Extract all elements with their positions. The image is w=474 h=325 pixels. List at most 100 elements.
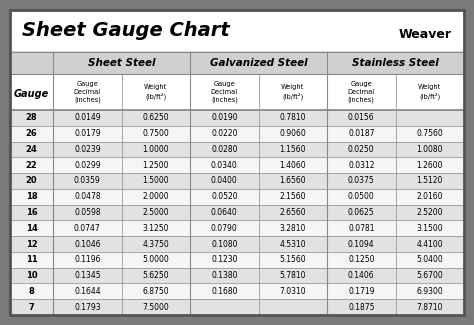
Text: 4.3750: 4.3750 [143, 240, 169, 249]
Text: 5.7810: 5.7810 [280, 271, 306, 280]
Text: 11: 11 [26, 255, 37, 264]
Text: 0.0520: 0.0520 [211, 192, 237, 201]
Text: 1.2500: 1.2500 [143, 161, 169, 170]
Text: 0.0478: 0.0478 [74, 192, 100, 201]
Text: Gauge
Decimal
(inches): Gauge Decimal (inches) [348, 81, 375, 103]
Text: 5.6700: 5.6700 [416, 271, 443, 280]
Text: 0.0179: 0.0179 [74, 129, 100, 138]
Text: 0.7560: 0.7560 [416, 129, 443, 138]
Text: 0.1406: 0.1406 [348, 271, 374, 280]
Text: 0.0747: 0.0747 [74, 224, 101, 233]
Text: 2.5200: 2.5200 [417, 208, 443, 217]
Text: 8: 8 [29, 287, 35, 296]
Text: 10: 10 [26, 271, 37, 280]
Text: 3.1500: 3.1500 [417, 224, 443, 233]
Text: 2.1560: 2.1560 [280, 192, 306, 201]
Text: 0.0280: 0.0280 [211, 145, 237, 154]
Text: 0.0299: 0.0299 [74, 161, 100, 170]
Text: 3.1250: 3.1250 [143, 224, 169, 233]
Bar [10, 268, 464, 283]
Text: Sheet Gauge Chart: Sheet Gauge Chart [22, 21, 230, 41]
Bar [10, 74, 464, 110]
Text: 0.0250: 0.0250 [348, 145, 374, 154]
Bar [10, 10, 464, 52]
Text: Weight
(lb/ft²): Weight (lb/ft²) [281, 84, 304, 100]
Text: Weaver: Weaver [399, 28, 452, 41]
Text: 0.0500: 0.0500 [348, 192, 374, 201]
Text: 0.1345: 0.1345 [74, 271, 100, 280]
Text: 0.7500: 0.7500 [143, 129, 169, 138]
Text: Weight
(lb/ft²): Weight (lb/ft²) [144, 84, 167, 100]
Text: 16: 16 [26, 208, 37, 217]
Text: 1.0080: 1.0080 [417, 145, 443, 154]
Bar [10, 110, 464, 126]
Text: 7.5000: 7.5000 [143, 303, 169, 312]
Text: 0.0781: 0.0781 [348, 224, 374, 233]
Text: 0.0359: 0.0359 [74, 176, 101, 186]
Text: Weight
(lb/ft²): Weight (lb/ft²) [418, 84, 441, 100]
Text: Gauge: Gauge [14, 89, 49, 99]
Bar [10, 299, 464, 315]
Text: 12: 12 [26, 240, 37, 249]
Text: Stainless Steel: Stainless Steel [352, 58, 439, 68]
Text: 2.0160: 2.0160 [417, 192, 443, 201]
Text: 7.8710: 7.8710 [417, 303, 443, 312]
Text: 1.5000: 1.5000 [143, 176, 169, 186]
Text: 20: 20 [26, 176, 37, 186]
Text: 0.1080: 0.1080 [211, 240, 237, 249]
Text: 0.0312: 0.0312 [348, 161, 374, 170]
Text: 0.0625: 0.0625 [348, 208, 374, 217]
Text: 18: 18 [26, 192, 37, 201]
Text: 5.6250: 5.6250 [143, 271, 169, 280]
Text: 1.0000: 1.0000 [143, 145, 169, 154]
Text: 14: 14 [26, 224, 37, 233]
Text: 5.0400: 5.0400 [416, 255, 443, 264]
Bar [10, 126, 464, 142]
Text: 0.0149: 0.0149 [74, 113, 100, 123]
Text: 0.1680: 0.1680 [211, 287, 237, 296]
Bar [10, 157, 464, 173]
Text: 0.1719: 0.1719 [348, 287, 374, 296]
Text: 0.1644: 0.1644 [74, 287, 100, 296]
Text: 0.1046: 0.1046 [74, 240, 100, 249]
Text: 0.9060: 0.9060 [280, 129, 306, 138]
Text: Galvanized Steel: Galvanized Steel [210, 58, 307, 68]
Bar [10, 142, 464, 157]
Text: 28: 28 [26, 113, 37, 123]
Bar [10, 205, 464, 220]
Text: 5.1560: 5.1560 [280, 255, 306, 264]
Bar [10, 173, 464, 189]
Text: 0.1196: 0.1196 [74, 255, 100, 264]
Text: 7.0310: 7.0310 [280, 287, 306, 296]
Text: 0.0375: 0.0375 [348, 176, 374, 186]
Text: 1.5120: 1.5120 [417, 176, 443, 186]
Text: 1.4060: 1.4060 [280, 161, 306, 170]
Text: 4.5310: 4.5310 [280, 240, 306, 249]
Text: Gauge
Decimal
(inches): Gauge Decimal (inches) [74, 81, 101, 103]
Bar [10, 283, 464, 299]
Text: 22: 22 [26, 161, 37, 170]
Text: 0.0400: 0.0400 [211, 176, 237, 186]
Text: Gauge
Decimal
(inches): Gauge Decimal (inches) [211, 81, 238, 103]
Text: 0.0239: 0.0239 [74, 145, 100, 154]
Text: 0.1250: 0.1250 [348, 255, 374, 264]
Text: 26: 26 [26, 129, 37, 138]
Text: 1.6560: 1.6560 [280, 176, 306, 186]
Text: 0.1380: 0.1380 [211, 271, 237, 280]
Text: 2.6560: 2.6560 [280, 208, 306, 217]
Text: 0.1094: 0.1094 [348, 240, 374, 249]
Text: 0.0598: 0.0598 [74, 208, 100, 217]
Text: 0.1230: 0.1230 [211, 255, 237, 264]
Bar [10, 52, 464, 74]
Text: 1.1560: 1.1560 [280, 145, 306, 154]
Text: 6.8750: 6.8750 [143, 287, 169, 296]
Text: 0.6250: 0.6250 [143, 113, 169, 123]
Text: 2.5000: 2.5000 [143, 208, 169, 217]
Text: 3.2810: 3.2810 [280, 224, 306, 233]
Text: Sheet Steel: Sheet Steel [88, 58, 155, 68]
Text: 0.0190: 0.0190 [211, 113, 237, 123]
Text: 0.0790: 0.0790 [211, 224, 237, 233]
Text: 5.0000: 5.0000 [143, 255, 169, 264]
Bar [10, 220, 464, 236]
Bar [10, 189, 464, 205]
